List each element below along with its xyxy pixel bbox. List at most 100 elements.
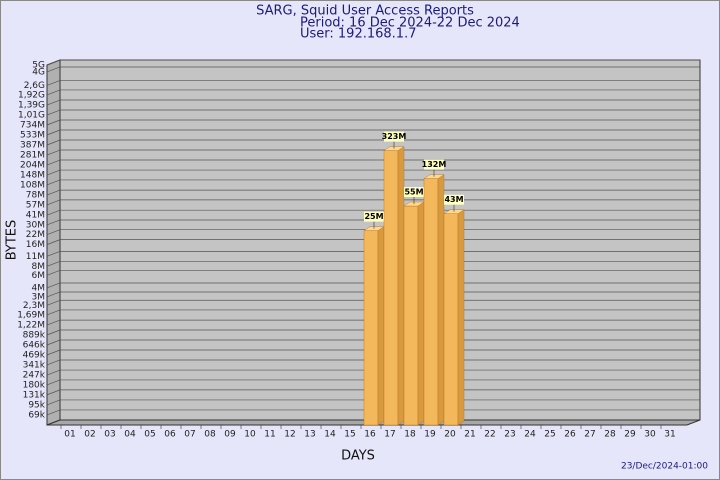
y-tick-label: 204M — [20, 161, 45, 171]
y-tick-label: 41M — [26, 211, 45, 221]
grid-line — [46, 89, 61, 96]
grid-line — [46, 149, 61, 156]
bar-face — [403, 205, 419, 426]
x-tick-label: 09 — [224, 430, 236, 440]
bar-face — [377, 226, 385, 426]
x-tick-label: 31 — [664, 430, 675, 440]
grid-line — [46, 229, 61, 235]
x-axis-label: DAYS — [341, 449, 375, 464]
x-tick-label: 15 — [344, 430, 355, 440]
y-tick-label: 387M — [20, 141, 45, 151]
x-tick-label: 16 — [364, 430, 376, 440]
grid-line — [46, 59, 61, 66]
y-tick-label: 734M — [20, 120, 45, 130]
bar-face — [437, 174, 445, 426]
bar — [403, 201, 425, 426]
grid-line — [46, 119, 61, 126]
grid-line — [46, 189, 61, 196]
x-tick-label: 28 — [604, 430, 616, 440]
y-tick-label: 2,3M — [23, 301, 45, 311]
x-tick-label: 23 — [504, 430, 515, 440]
x-tick-label: 22 — [484, 430, 495, 440]
grid-line — [46, 219, 61, 226]
grid-line — [46, 349, 61, 356]
y-tick-label: 11M — [26, 252, 45, 262]
x-tick-label: 08 — [204, 430, 216, 440]
x-tick-label: 14 — [324, 430, 336, 440]
y-tick-label: 108M — [20, 180, 45, 190]
y-tick-label: 148M — [20, 171, 45, 181]
grid-line — [46, 329, 61, 336]
grid-line — [46, 209, 61, 216]
x-tick-label: 13 — [304, 430, 315, 440]
bar-face — [423, 178, 439, 426]
label-box — [404, 187, 424, 198]
x-tick-label: 12 — [284, 430, 295, 440]
bar — [423, 174, 445, 426]
y-tick-label: 16M — [26, 240, 45, 250]
grid-line — [46, 359, 61, 366]
y-tick-label: 131k — [23, 390, 46, 400]
y-tick-label: 95k — [28, 400, 45, 410]
y-tick-label: 533M — [20, 131, 45, 141]
grid-line — [46, 269, 61, 276]
label-box — [364, 211, 384, 222]
y-tick-label: 1,22M — [17, 321, 45, 331]
bar — [383, 146, 405, 426]
x-tick-label: 25 — [544, 430, 555, 440]
grid-line — [46, 299, 61, 306]
y-tick-label: 180k — [23, 380, 46, 390]
y-tick-label: 281M — [20, 151, 45, 161]
bar — [443, 209, 465, 426]
chart-title: SARG, Squid User Access Reports — [256, 4, 474, 19]
bar-face — [397, 146, 405, 426]
x-tick-label: 17 — [384, 430, 395, 440]
y-axis-label: BYTES — [5, 220, 20, 261]
y-tick-label: 247k — [23, 371, 46, 381]
bar-face — [457, 209, 465, 426]
x-tick-label: 18 — [404, 430, 416, 440]
grid-line — [46, 199, 61, 206]
y-tick-label: 1,01G — [18, 111, 45, 121]
x-tick-label: 11 — [264, 430, 275, 440]
bar-face — [417, 201, 425, 426]
grid-line — [46, 99, 61, 106]
y-tick-label: 6M — [32, 271, 46, 281]
grid-line — [46, 409, 61, 416]
grid-line — [46, 109, 61, 116]
grid-line — [46, 251, 61, 257]
y-tick-label: 1,39G — [18, 101, 45, 111]
y-tick-label: 646k — [23, 340, 46, 350]
grid-line — [46, 309, 61, 316]
y-tick-label: 4G — [32, 67, 45, 77]
bar — [363, 226, 385, 426]
y-tick-label: 889k — [23, 331, 46, 341]
value-label: 55M — [404, 188, 423, 197]
grid-line — [46, 260, 61, 267]
grid-line — [46, 282, 61, 289]
grid-line — [46, 319, 61, 326]
x-tick-label: 04 — [124, 430, 136, 440]
value-label: 132M — [422, 160, 447, 169]
bar-face — [443, 213, 459, 426]
x-tick-label: 27 — [584, 430, 595, 440]
x-tick-label: 20 — [444, 430, 456, 440]
y-tick-label: 1,69M — [17, 310, 45, 320]
x-tick-label: 30 — [644, 430, 656, 440]
grid-line — [46, 379, 61, 386]
y-tick-label: 4M — [32, 283, 46, 293]
y-tick-label: 69k — [28, 410, 45, 420]
grid-line — [46, 399, 61, 406]
value-label: 25M — [364, 212, 383, 221]
grid-line — [46, 239, 61, 245]
bar-face — [383, 150, 399, 426]
x-tick-label: 03 — [104, 430, 115, 440]
y-tick-label: 341k — [23, 360, 46, 370]
label-box — [444, 194, 464, 205]
y-tick-label: 8M — [32, 262, 46, 272]
value-label: 43M — [444, 195, 463, 204]
x-tick-label: 02 — [84, 430, 95, 440]
label-box — [384, 131, 404, 142]
grid-line — [46, 66, 61, 73]
y-tick-label: 30M — [26, 220, 45, 230]
